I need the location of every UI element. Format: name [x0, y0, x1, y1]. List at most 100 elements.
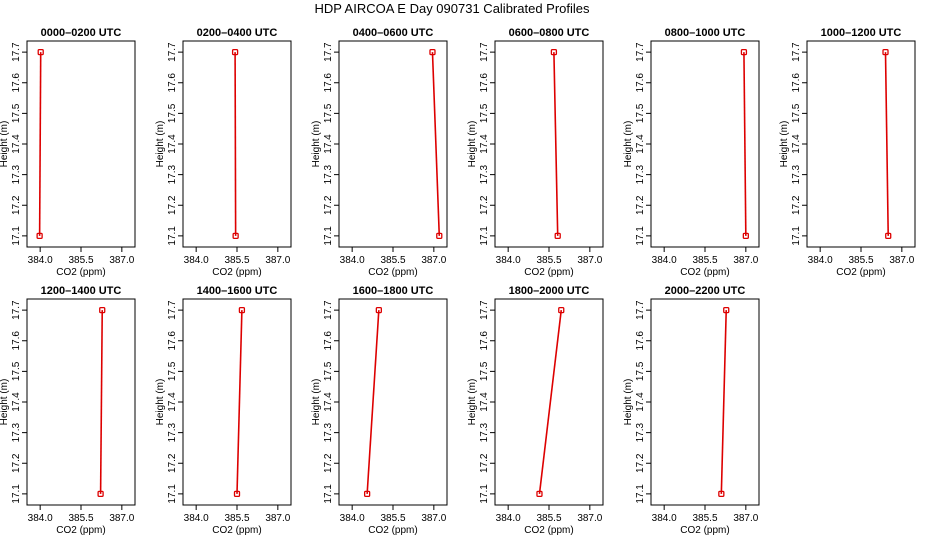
panel-title: 1400–1600 UTC [197, 285, 278, 297]
data-point [232, 232, 239, 240]
y-tick-label: 17.2 [167, 453, 178, 473]
y-axis-label: Height (m) [467, 121, 478, 168]
y-axis-label: Height (m) [155, 121, 166, 168]
panel-title: 0000–0200 UTC [41, 27, 122, 39]
y-tick-label: 17.6 [167, 331, 178, 351]
y-tick-label: 17.6 [323, 331, 334, 351]
profile-line [720, 310, 728, 494]
plot-frame [182, 40, 292, 248]
y-tick-label: 17.2 [791, 195, 802, 215]
y-tick-label: 17.1 [167, 484, 178, 504]
data-point [231, 48, 239, 56]
data-point [375, 306, 382, 314]
figure-title: HDP AIRCOA E Day 090731 Calibrated Profi… [314, 1, 590, 16]
y-tick-label: 17.1 [791, 226, 802, 246]
x-tick-label: 384.0 [496, 513, 521, 524]
x-tick-label: 387.0 [109, 513, 134, 524]
y-tick-label: 17.2 [479, 195, 490, 215]
x-tick-label: 385.5 [224, 513, 249, 524]
y-tick-label: 17.7 [479, 300, 490, 320]
profile-line [38, 52, 42, 236]
x-tick-label: 387.0 [577, 513, 602, 524]
x-tick-label: 384.0 [340, 255, 365, 266]
plot-frame [26, 40, 136, 248]
y-tick-label: 17.2 [635, 453, 646, 473]
y-tick-label: 17.1 [323, 226, 334, 246]
chart-panel: 0800–1000 UTC 384.0 385.5 387.0 17.1 17.2 17.3… [623, 27, 760, 278]
chart-panel: 1200–1400 UTC 384.0 385.5 387.0 17.1 17.2 17.3… [0, 285, 136, 536]
profile-line [884, 52, 890, 236]
chart-panel: 1000–1200 UTC 384.0 385.5 387.0 17.1 17.2 17.3… [779, 27, 916, 278]
x-axis-label: CO2 (ppm) [524, 525, 573, 536]
y-tick-label: 17.3 [479, 422, 490, 442]
chart-panel: 2000–2200 UTC 384.0 385.5 387.0 17.1 17.2 17.3… [623, 285, 760, 536]
profile-line [431, 52, 441, 236]
y-tick-label: 17.7 [791, 42, 802, 62]
data-point [233, 490, 241, 498]
plot-frame [806, 40, 916, 248]
y-tick-label: 17.4 [11, 392, 22, 412]
y-tick-label: 17.1 [11, 226, 22, 246]
y-axis-label: Height (m) [779, 121, 790, 168]
panel-title: 0400–0600 UTC [353, 27, 434, 39]
y-axis-label: Height (m) [467, 379, 478, 426]
panel-title: 0600–0800 UTC [509, 27, 590, 39]
y-tick-label: 17.3 [635, 164, 646, 184]
y-tick-label: 17.3 [11, 164, 22, 184]
profile-line [538, 310, 563, 494]
y-tick-label: 17.7 [167, 42, 178, 62]
y-tick-label: 17.5 [479, 361, 490, 381]
y-tick-label: 17.2 [479, 453, 490, 473]
y-tick-label: 17.6 [479, 73, 490, 93]
profile-line [743, 52, 747, 236]
panel-title: 1000–1200 UTC [821, 27, 902, 39]
panel-title: 2000–2200 UTC [665, 285, 746, 297]
y-tick-label: 17.7 [11, 300, 22, 320]
y-tick-label: 17.3 [323, 164, 334, 184]
y-tick-label: 17.7 [323, 300, 334, 320]
y-tick-label: 17.4 [635, 392, 646, 412]
x-tick-label: 387.0 [265, 255, 290, 266]
y-tick-label: 17.7 [323, 42, 334, 62]
y-tick-label: 17.6 [11, 331, 22, 351]
y-axis-label: Height (m) [623, 379, 634, 426]
y-tick-label: 17.4 [323, 134, 334, 154]
x-tick-label: 387.0 [577, 255, 602, 266]
y-tick-label: 17.2 [11, 453, 22, 473]
y-tick-label: 17.4 [635, 134, 646, 154]
data-point [97, 490, 104, 498]
x-tick-label: 385.5 [848, 255, 873, 266]
y-tick-label: 17.4 [479, 392, 490, 412]
panel-title: 1600–1800 UTC [353, 285, 434, 297]
x-tick-label: 385.5 [68, 513, 93, 524]
chart-panel: 0400–0600 UTC 384.0 385.5 387.0 17.1 17.2 17.3… [311, 27, 448, 278]
y-tick-label: 17.6 [323, 73, 334, 93]
x-tick-label: 387.0 [109, 255, 134, 266]
y-tick-label: 17.2 [323, 195, 334, 215]
y-tick-label: 17.3 [167, 164, 178, 184]
x-tick-label: 387.0 [421, 255, 446, 266]
y-tick-label: 17.7 [479, 42, 490, 62]
x-axis-label: CO2 (ppm) [524, 267, 573, 278]
y-tick-label: 17.4 [479, 134, 490, 154]
x-tick-label: 385.5 [692, 255, 717, 266]
x-axis-label: CO2 (ppm) [212, 525, 261, 536]
x-axis-label: CO2 (ppm) [56, 267, 105, 278]
y-tick-label: 17.5 [167, 103, 178, 123]
y-tick-label: 17.3 [791, 164, 802, 184]
profile-line [236, 310, 243, 494]
x-axis-label: CO2 (ppm) [836, 267, 885, 278]
data-point [740, 48, 748, 56]
x-tick-label: 385.5 [536, 513, 561, 524]
plot-frame [338, 40, 448, 248]
x-tick-label: 387.0 [421, 513, 446, 524]
x-tick-label: 384.0 [28, 513, 53, 524]
y-axis-label: Height (m) [0, 379, 10, 426]
data-point [718, 490, 725, 498]
data-point [742, 232, 749, 240]
y-tick-label: 17.7 [11, 42, 22, 62]
data-point [238, 306, 246, 314]
plot-frame [26, 298, 136, 506]
y-tick-label: 17.6 [635, 73, 646, 93]
y-axis-label: Height (m) [0, 121, 10, 168]
